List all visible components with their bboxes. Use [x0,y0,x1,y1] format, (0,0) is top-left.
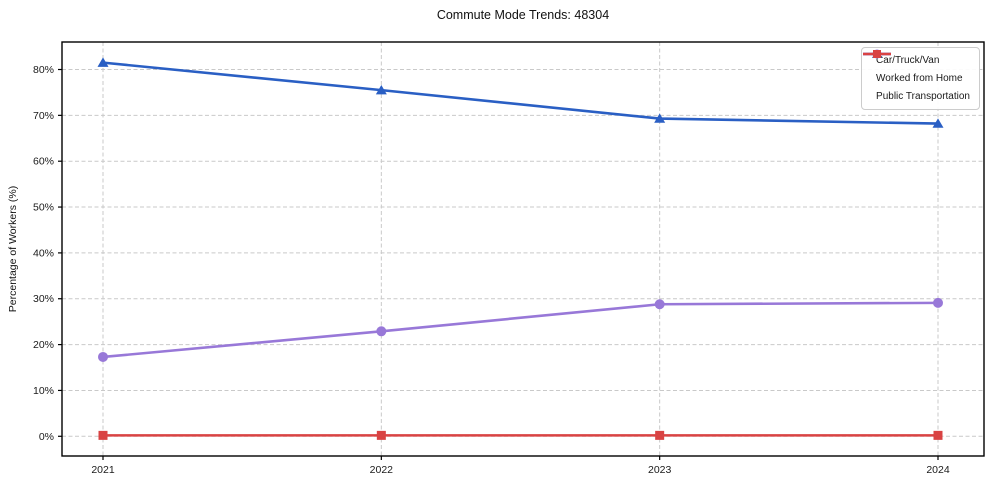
legend-label: Worked from Home [876,73,963,84]
triangle-marker [97,57,109,67]
circle-marker [654,299,665,310]
plot-border [61,41,985,457]
y-tick-label: 10% [33,385,54,397]
square-marker [376,430,386,440]
circle-marker [933,297,943,308]
y-tick-label: 60% [33,156,54,168]
square-marker [98,430,108,440]
legend-label: Public Transportation [876,91,970,102]
circle-marker [376,326,387,337]
x-tick-label: 2022 [370,464,394,476]
triangle-marker [654,113,666,123]
series-line [101,61,940,125]
legend-entry: Public Transportation [863,50,970,104]
y-tick-label: 0% [39,431,54,443]
y-tick-label: 50% [33,202,54,214]
triangle-marker [932,118,944,128]
chart-title: Commute Mode Trends: 48304 [436,8,610,22]
y-tick-label: 40% [33,247,54,259]
square-marker [933,430,943,440]
y-tick-label: 80% [33,64,54,76]
legend-entry: Worked from Home [863,49,970,86]
circle-marker [98,351,108,362]
y-tick-label: 70% [33,110,54,122]
legend-label: Car/Truck/Van [876,55,940,66]
y-tick-label: 30% [33,293,54,305]
x-tick-label: 2024 [926,464,950,476]
square-marker [655,430,665,440]
legend: Car/Truck/Van Worked from Home Public Tran… [861,47,980,110]
square-legend-marker [863,50,892,58]
y-tick-label: 20% [33,339,54,351]
x-tick-label: 2021 [91,464,115,476]
x-tick-label: 2023 [648,464,672,476]
series-line [101,301,940,359]
triangle-marker [375,84,387,95]
